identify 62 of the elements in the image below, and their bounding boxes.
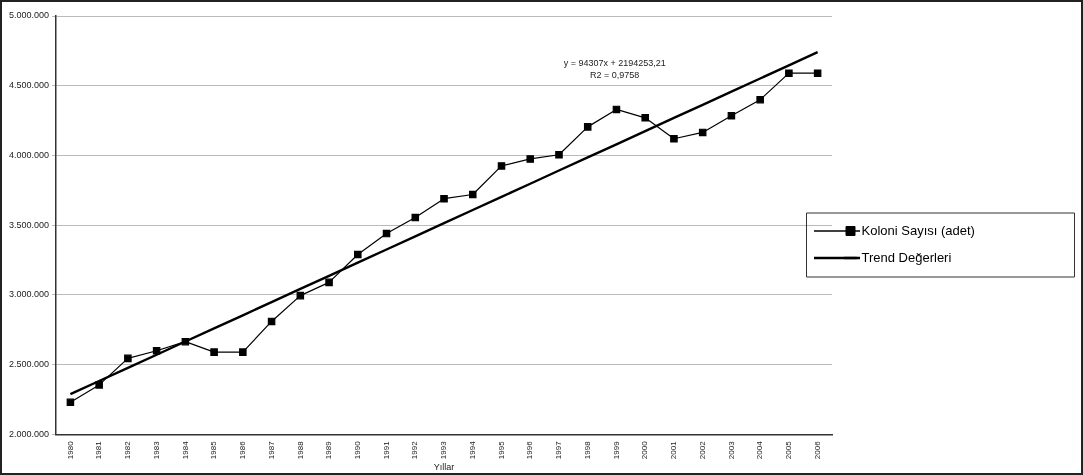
point bbox=[670, 134, 678, 143]
point bbox=[210, 348, 218, 356]
point bbox=[124, 354, 132, 363]
y-tick-label: 4.000.000 bbox=[8, 149, 50, 160]
point bbox=[813, 69, 822, 77]
legend-label: Trend Değerleri bbox=[861, 249, 952, 265]
x-tick-label: 2000 bbox=[640, 440, 650, 460]
x-tick-label: 1997 bbox=[554, 440, 564, 460]
x-tick-label: 2004 bbox=[755, 440, 765, 460]
point bbox=[756, 95, 764, 104]
point bbox=[239, 348, 247, 356]
y-tick-label: 2.500.000 bbox=[8, 359, 50, 370]
y-tick-label: 4.500.000 bbox=[8, 80, 50, 91]
y-tick-label: 3.500.000 bbox=[8, 219, 50, 230]
x-tick-label: 2003 bbox=[726, 440, 736, 460]
x-tick-label: 1996 bbox=[525, 440, 535, 460]
point bbox=[698, 128, 707, 137]
point bbox=[497, 162, 506, 170]
point bbox=[526, 155, 535, 163]
point bbox=[354, 250, 362, 259]
x-tick-label: 2001 bbox=[669, 440, 679, 460]
x-tick-label: 2005 bbox=[784, 440, 794, 460]
point bbox=[468, 190, 477, 199]
x-tick-label: 1980 bbox=[65, 440, 75, 460]
point bbox=[296, 291, 305, 300]
x-tick-label: 1992 bbox=[410, 440, 420, 460]
x-tick-label: 2006 bbox=[812, 440, 822, 460]
point bbox=[583, 123, 592, 131]
point bbox=[555, 150, 563, 159]
x-tick-label: 1985 bbox=[209, 440, 219, 460]
x-tick-label: 1984 bbox=[180, 440, 190, 460]
legend-label: Koloni Sayısı (adet) bbox=[861, 222, 975, 238]
point bbox=[440, 194, 448, 203]
y-tick-label: 2.000.000 bbox=[8, 428, 50, 439]
point bbox=[152, 346, 161, 355]
point bbox=[325, 278, 333, 287]
point bbox=[411, 213, 420, 222]
x-tick-label: 1994 bbox=[467, 440, 477, 460]
x-tick-label: 2002 bbox=[697, 440, 707, 460]
x-tick-label: 1982 bbox=[123, 440, 133, 460]
x-tick-label: 1981 bbox=[94, 440, 104, 460]
x-tick-label: 1989 bbox=[324, 440, 334, 460]
x-tick-label: 1990 bbox=[353, 440, 362, 460]
x-tick-label: 1983 bbox=[151, 440, 161, 460]
point bbox=[66, 398, 75, 407]
x-tick-label: 1998 bbox=[582, 440, 592, 460]
y-tick-label: 5.000.000 bbox=[8, 10, 50, 21]
point bbox=[785, 69, 793, 77]
point bbox=[727, 111, 736, 120]
x-tick-label: 1995 bbox=[496, 440, 506, 460]
x-tick-label: 1988 bbox=[295, 440, 305, 460]
x-axis-title: Yıllar bbox=[433, 462, 455, 473]
annotation: R2 = 0,9758 bbox=[590, 70, 640, 80]
point bbox=[641, 114, 649, 122]
annotation: y = 94307x + 2194253,21 bbox=[563, 58, 666, 68]
x-tick-label: 1991 bbox=[381, 440, 391, 460]
x-tick-label: 1999 bbox=[611, 440, 621, 460]
x-tick-label: 1993 bbox=[439, 440, 449, 460]
x-tick-label: 1987 bbox=[266, 440, 276, 460]
y-tick-label: 3.000.000 bbox=[8, 289, 50, 300]
point bbox=[95, 381, 103, 389]
x-tick-label: 1986 bbox=[238, 440, 248, 460]
